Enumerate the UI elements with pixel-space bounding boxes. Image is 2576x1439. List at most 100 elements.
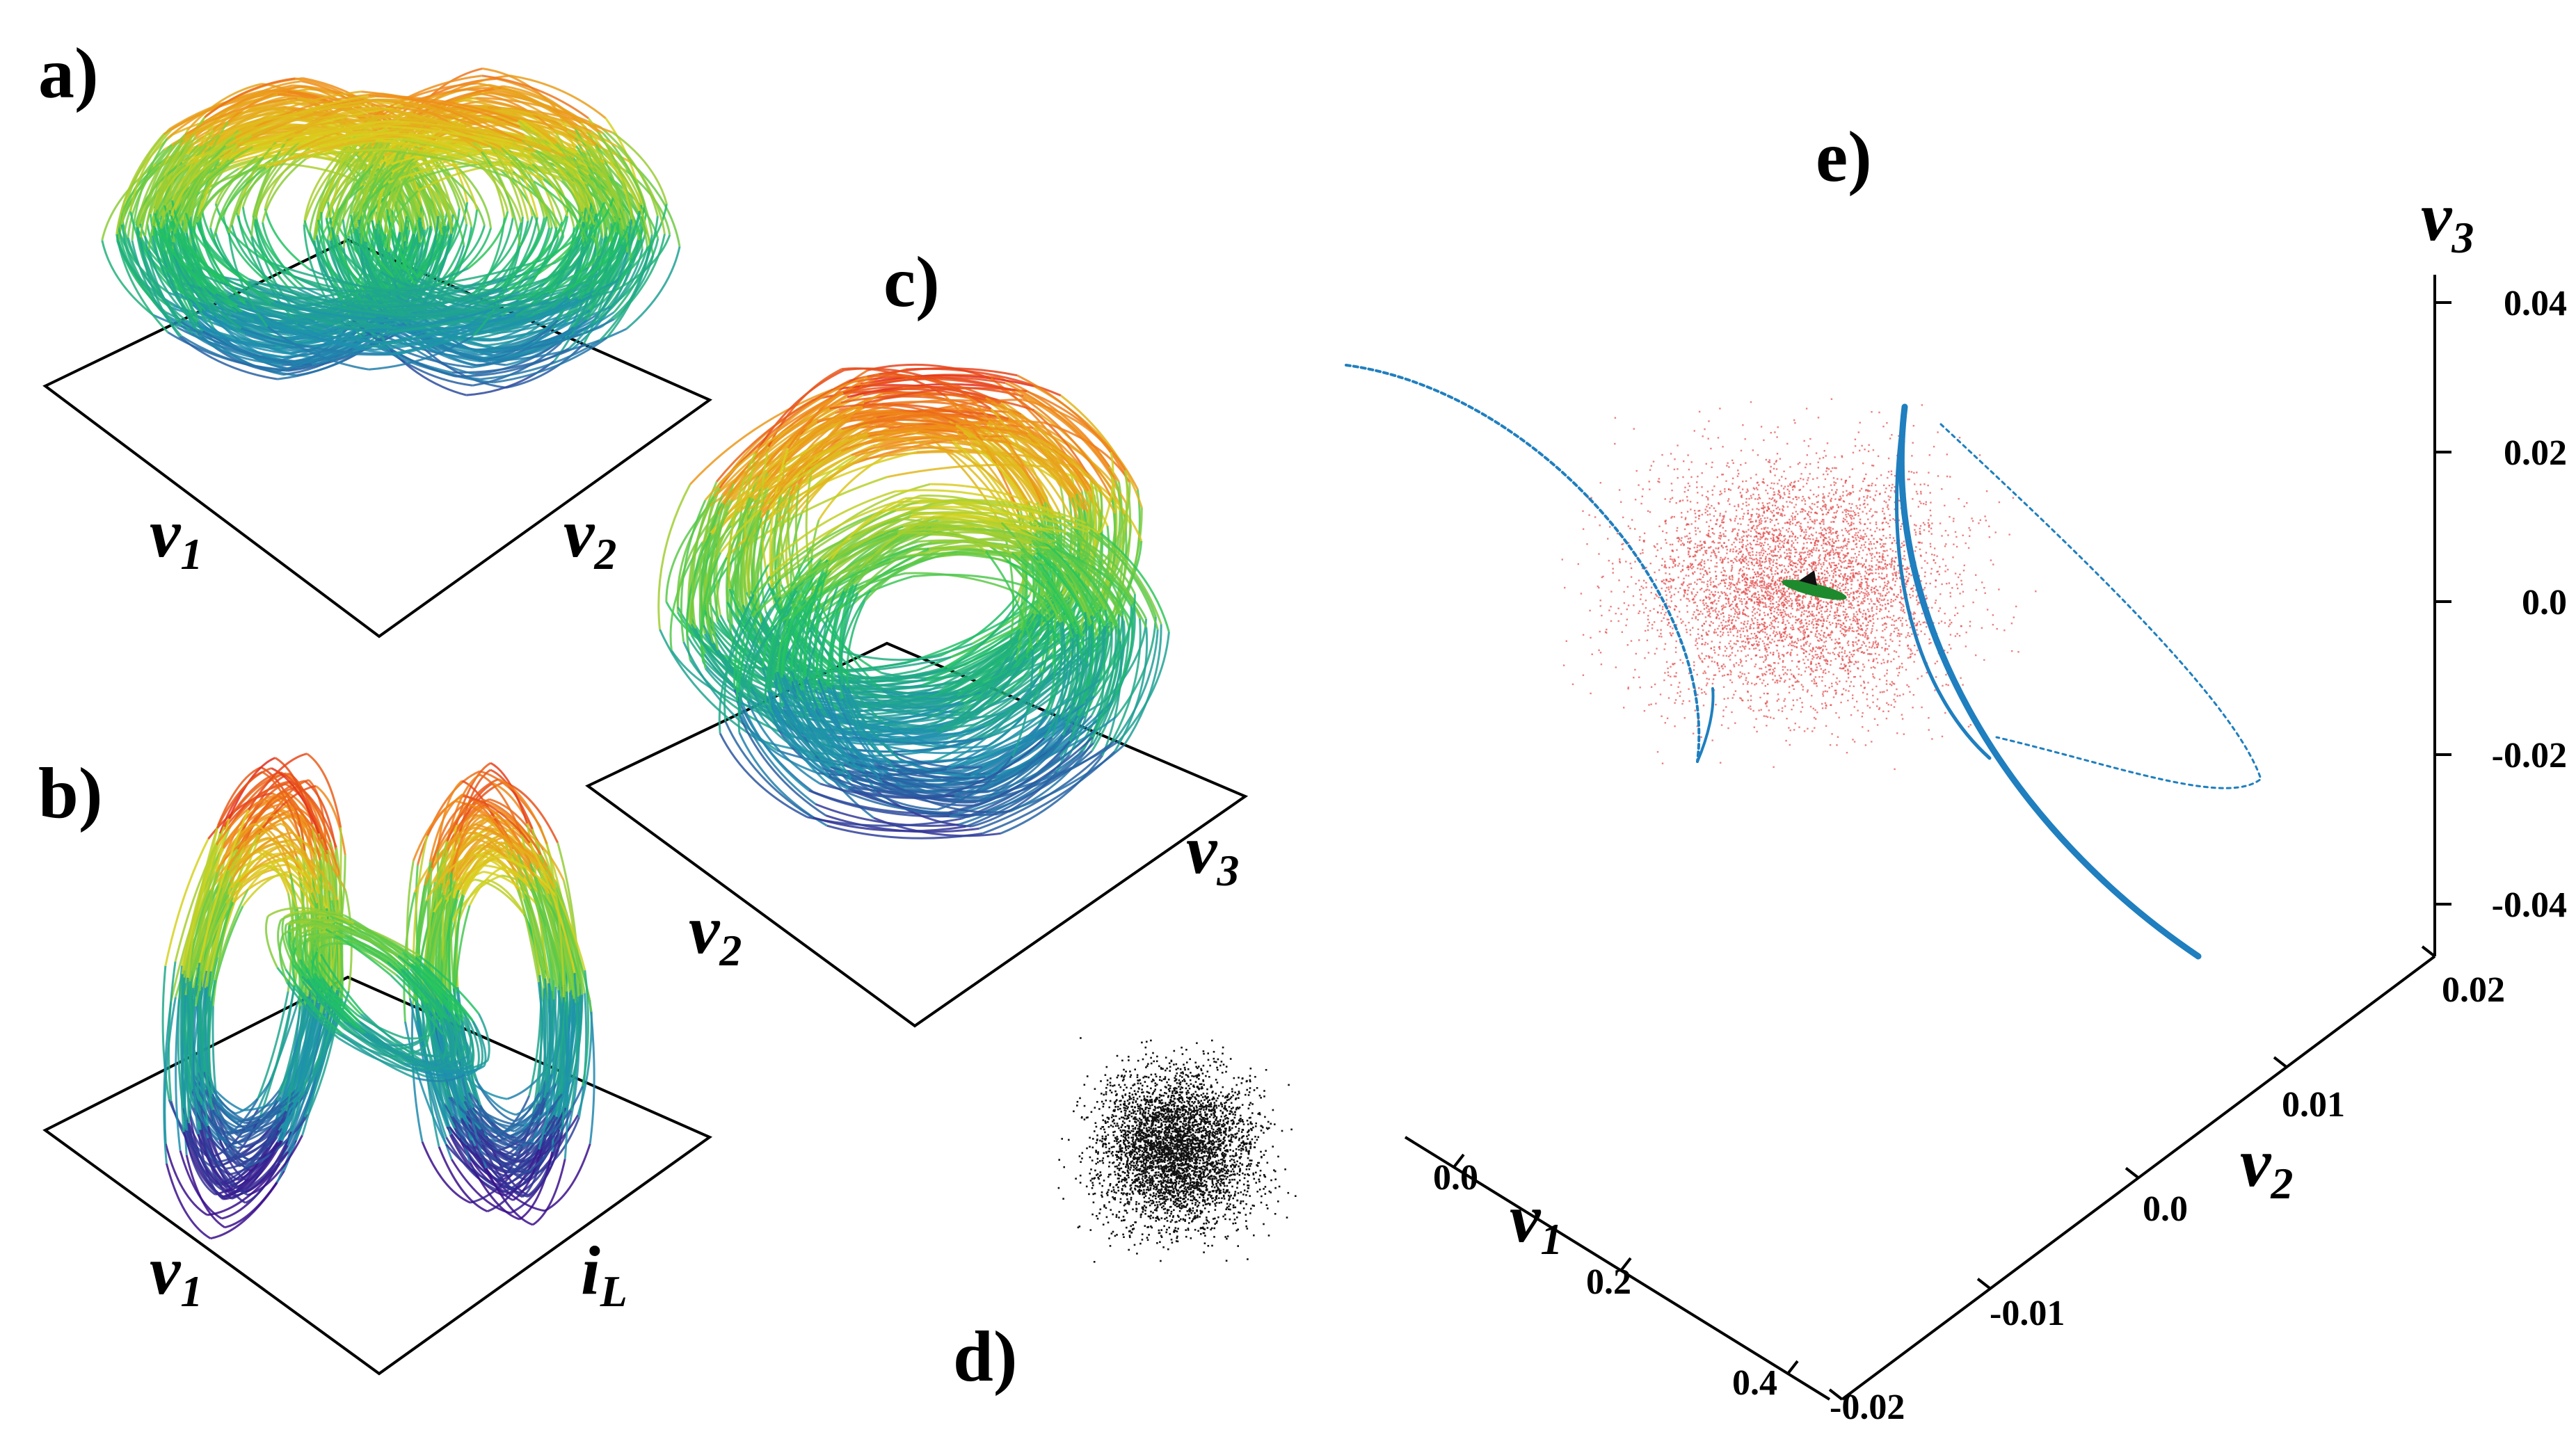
panel-a-trajectory-segment bbox=[144, 236, 182, 327]
panel-c-x-axis-label: v2 bbox=[689, 891, 742, 975]
noise-point bbox=[1135, 1208, 1138, 1210]
noise-point bbox=[1157, 1184, 1160, 1186]
noise-point bbox=[1165, 1170, 1168, 1173]
noise-point bbox=[1219, 1064, 1222, 1067]
panel-a-trajectory-segment bbox=[184, 97, 298, 136]
panel-a-trajectory-segment bbox=[180, 325, 268, 364]
noise-point bbox=[1190, 1212, 1192, 1214]
panel-a-trajectory-segment bbox=[147, 165, 187, 250]
noise-point bbox=[1274, 1123, 1276, 1125]
noise-point bbox=[1119, 1201, 1121, 1203]
noise-point bbox=[1236, 1216, 1238, 1219]
noise-point bbox=[1149, 1095, 1152, 1098]
noise-point bbox=[1238, 1211, 1240, 1214]
noise-point bbox=[1144, 1174, 1146, 1177]
noise-point bbox=[1201, 1182, 1203, 1184]
panel-a-trajectory-segment bbox=[362, 210, 401, 271]
noise-point bbox=[1213, 1128, 1215, 1131]
noise-point bbox=[1228, 1093, 1230, 1095]
noise-point bbox=[1139, 1111, 1142, 1114]
noise-point bbox=[1175, 1177, 1178, 1179]
panel-a-trajectory-segment bbox=[204, 77, 296, 118]
noise-point bbox=[1165, 1102, 1167, 1104]
noise-point bbox=[1109, 1089, 1112, 1092]
noise-point bbox=[1243, 1189, 1246, 1191]
noise-point bbox=[1130, 1155, 1132, 1158]
noise-point bbox=[1101, 1137, 1104, 1140]
noise-point bbox=[1134, 1153, 1136, 1156]
noise-point bbox=[1179, 1075, 1181, 1077]
noise-point bbox=[1166, 1212, 1169, 1214]
noise-point bbox=[1095, 1125, 1098, 1128]
noise-point bbox=[1249, 1068, 1252, 1070]
noise-point bbox=[1185, 1087, 1187, 1090]
noise-point bbox=[1154, 1124, 1157, 1127]
panel-a-trajectory-segment bbox=[604, 162, 649, 248]
noise-point bbox=[1132, 1127, 1135, 1130]
noise-point bbox=[1161, 1206, 1163, 1209]
noise-point bbox=[1098, 1182, 1101, 1184]
noise-point bbox=[1284, 1168, 1286, 1171]
noise-point bbox=[1131, 1140, 1134, 1142]
panel-a-trajectory-segment bbox=[196, 315, 291, 363]
noise-point bbox=[1204, 1235, 1206, 1237]
noise-point bbox=[1231, 1185, 1233, 1188]
noise-point bbox=[1141, 1150, 1144, 1152]
noise-point bbox=[1198, 1078, 1200, 1080]
panel-a-trajectory-segment bbox=[303, 141, 352, 220]
noise-point bbox=[1118, 1180, 1121, 1183]
noise-point bbox=[1145, 1075, 1148, 1078]
noise-point bbox=[1098, 1175, 1101, 1177]
noise-point bbox=[1160, 1260, 1162, 1262]
noise-point bbox=[1192, 1102, 1195, 1104]
panel-b-trajectory-segment bbox=[265, 915, 278, 968]
noise-point bbox=[1098, 1212, 1101, 1214]
panel-a-trajectory-segment bbox=[101, 165, 154, 241]
panel-a-trajectory-segment bbox=[593, 246, 649, 325]
noise-point bbox=[1215, 1061, 1217, 1063]
noise-point bbox=[1170, 1095, 1173, 1097]
noise-point bbox=[1231, 1178, 1233, 1181]
noise-point bbox=[1190, 1093, 1193, 1096]
noise-point bbox=[1220, 1134, 1222, 1136]
noise-point bbox=[1188, 1217, 1191, 1219]
noise-point bbox=[1213, 1057, 1215, 1060]
noise-point bbox=[1217, 1171, 1219, 1173]
noise-point bbox=[1214, 1203, 1216, 1205]
panel-a-trajectory-segment bbox=[553, 262, 600, 362]
noise-point bbox=[1200, 1094, 1203, 1096]
noise-point bbox=[1187, 1167, 1190, 1169]
noise-point bbox=[1250, 1163, 1252, 1165]
noise-point bbox=[1080, 1161, 1082, 1163]
panel-b-label: b) bbox=[38, 753, 102, 833]
noise-point bbox=[1123, 1084, 1126, 1086]
noise-point bbox=[1112, 1230, 1114, 1233]
noise-point bbox=[1167, 1157, 1169, 1159]
noise-point bbox=[1170, 1133, 1173, 1135]
panel-a-trajectory-segment bbox=[127, 237, 187, 321]
noise-point bbox=[1183, 1101, 1185, 1103]
noise-point bbox=[1153, 1127, 1155, 1130]
noise-point bbox=[1133, 1168, 1135, 1171]
noise-point bbox=[1260, 1201, 1263, 1204]
noise-point bbox=[1119, 1198, 1122, 1200]
noise-point bbox=[1142, 1157, 1144, 1159]
noise-point bbox=[1256, 1139, 1258, 1141]
noise-point bbox=[1194, 1215, 1197, 1217]
noise-point bbox=[1197, 1125, 1199, 1127]
panel-a-y-axis-label: v2 bbox=[563, 495, 616, 579]
noise-point bbox=[1139, 1242, 1142, 1245]
noise-point bbox=[1210, 1105, 1213, 1108]
panel-a-trajectory-segment bbox=[179, 335, 278, 380]
noise-point bbox=[1240, 1114, 1242, 1117]
noise-point bbox=[1176, 1235, 1178, 1238]
noise-point bbox=[1233, 1178, 1235, 1181]
noise-point bbox=[1230, 1171, 1232, 1173]
noise-point bbox=[1226, 1206, 1229, 1209]
noise-point bbox=[1213, 1177, 1215, 1180]
noise-point bbox=[1137, 1164, 1139, 1166]
noise-point bbox=[1096, 1134, 1098, 1136]
noise-point bbox=[1193, 1116, 1196, 1118]
noise-point bbox=[1245, 1168, 1248, 1171]
